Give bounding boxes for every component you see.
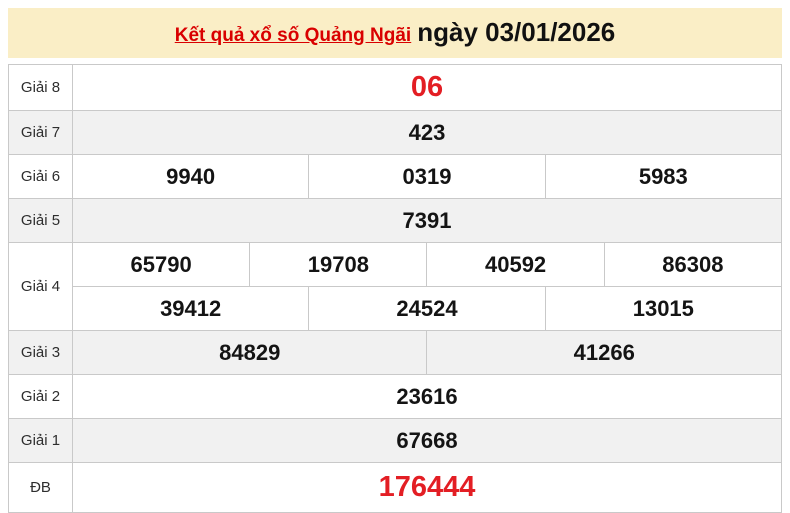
prize-number: 13015 (544, 286, 783, 331)
prize-number: 423 (72, 110, 782, 155)
prize-number: 0319 (308, 154, 546, 199)
header-banner: Kết quả xổ số Quảng Ngãi ngày 03/01/2026 (8, 8, 782, 58)
prize-label: Giải 1 (8, 418, 73, 463)
prize-label: Giải 4 (8, 242, 73, 331)
row-giai-4-line-2: 39412 24524 13015 (9, 286, 783, 331)
prize-number: 06 (72, 64, 782, 111)
row-giai-4-line-1: Giải 4 65790 19708 40592 86308 (8, 242, 783, 331)
row-giai-8: Giải 8 06 (8, 64, 782, 111)
prize-number: 65790 (71, 242, 251, 287)
prize-number: 24524 (308, 286, 546, 331)
prize-number: 5983 (544, 154, 783, 199)
prize-number: 23616 (72, 374, 782, 419)
prize-number: 67668 (72, 418, 782, 463)
prize-label: Giải 3 (8, 330, 73, 375)
prize-number: 84829 (71, 330, 428, 375)
prize-label: Giải 8 (8, 64, 73, 111)
row-giai-7: Giải 7 423 (8, 110, 782, 155)
prize-number: 19708 (249, 242, 428, 287)
prize-number: 41266 (426, 330, 782, 375)
row-giai-3: Giải 3 84829 41266 (8, 330, 782, 375)
row-giai-5: Giải 5 7391 (8, 198, 782, 243)
prize-number: 39412 (71, 286, 310, 331)
row-giai-1: Giải 1 67668 (8, 418, 782, 463)
prize-label: ĐB (8, 462, 73, 513)
prize-label: Giải 7 (8, 110, 73, 155)
prize-number: 9940 (71, 154, 310, 199)
prize-number: 86308 (603, 242, 783, 287)
page: Kết quả xổ số Quảng Ngãi ngày 03/01/2026 … (8, 8, 783, 513)
results-table: Giải 8 06 Giải 7 423 Giải 6 9940 0319 59… (8, 64, 783, 513)
row-db: ĐB 176444 (8, 462, 782, 513)
prize-label: Giải 5 (8, 198, 73, 243)
row-giai-6: Giải 6 9940 0319 5983 (8, 154, 783, 199)
draw-date: ngày 03/01/2026 (417, 17, 616, 47)
prize-number: 176444 (72, 462, 782, 513)
prize-number: 40592 (426, 242, 605, 287)
prize-label: Giải 6 (8, 154, 73, 199)
prize-number: 7391 (72, 198, 782, 243)
lottery-title-link[interactable]: Kết quả xổ số Quảng Ngãi (174, 25, 412, 46)
row-giai-2: Giải 2 23616 (8, 374, 782, 419)
prize-label: Giải 2 (8, 374, 73, 419)
